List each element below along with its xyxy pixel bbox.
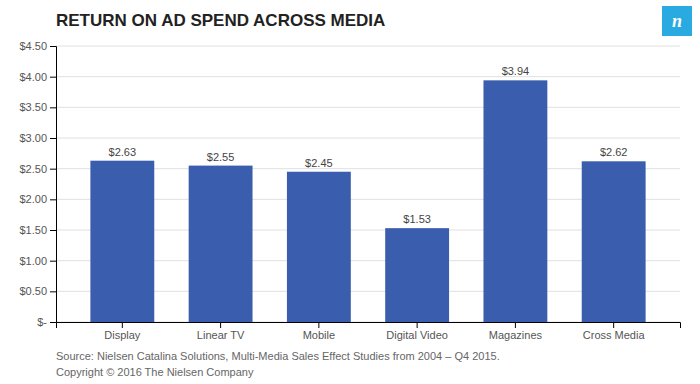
x-tick: Digital Video xyxy=(386,322,448,341)
source-note: Source: Nielsen Catalina Solutions, Mult… xyxy=(56,350,500,362)
tick-label: Magazines xyxy=(489,329,543,341)
tick-label: $4.00 xyxy=(19,71,47,83)
tick-mark xyxy=(50,107,56,108)
y-tick: $3.50 xyxy=(19,101,56,113)
tick-label: $0.50 xyxy=(19,285,47,297)
bar xyxy=(385,228,449,322)
tick-mark xyxy=(50,77,56,78)
tick-mark xyxy=(50,230,56,231)
tick-mark xyxy=(220,322,221,328)
tick-label: Mobile xyxy=(303,329,335,341)
y-axis: $- $0.50 $1.00 $1.50 $2.00 $2.50 $3.00 $3.50 $4.… xyxy=(19,40,56,328)
tick-label: $1.50 xyxy=(19,224,47,236)
bar xyxy=(582,161,646,322)
data-label: $1.53 xyxy=(403,213,431,225)
axis-domain xyxy=(57,323,681,329)
y-tick: $1.50 xyxy=(19,224,56,236)
x-tick: Magazines xyxy=(489,322,543,341)
tick-mark xyxy=(417,322,418,328)
y-tick: $2.50 xyxy=(19,163,56,175)
tick-mark xyxy=(515,322,516,328)
tick-mark xyxy=(50,261,56,262)
grid xyxy=(56,46,680,322)
tick-label: $1.00 xyxy=(19,255,47,267)
tick-label: $- xyxy=(37,316,47,328)
tick-mark xyxy=(122,322,123,328)
tick-label: $3.50 xyxy=(19,101,47,113)
grid-line xyxy=(56,107,680,108)
tick-mark xyxy=(50,291,56,292)
data-label: $2.55 xyxy=(207,151,235,163)
tick-mark xyxy=(50,322,56,323)
tick-label: Linear TV xyxy=(197,329,245,341)
bar xyxy=(189,166,253,322)
y-tick: $3.00 xyxy=(19,132,56,144)
x-tick: Mobile xyxy=(303,322,335,341)
x-tick: Cross Media xyxy=(583,322,646,341)
data-label: $2.63 xyxy=(109,146,137,158)
chart: $- $0.50 $1.00 $1.50 $2.00 $2.50 $3.00 $3.50 $4.… xyxy=(0,0,700,384)
tick-mark xyxy=(50,138,56,139)
tick-mark xyxy=(50,46,56,47)
title: RETURN ON AD SPEND ACROSS MEDIA xyxy=(56,11,385,30)
bar xyxy=(90,161,154,322)
grid-line xyxy=(56,46,680,47)
data-labels: $2.63 $2.55 $2.45 $1.53 $3.94 $2.62 xyxy=(109,65,628,225)
y-tick: $4.00 xyxy=(19,71,56,83)
tick-label: Cross Media xyxy=(583,329,646,341)
y-tick: $2.00 xyxy=(19,193,56,205)
tick-mark xyxy=(50,169,56,170)
x-tick: Linear TV xyxy=(197,322,245,341)
tick-label: $3.00 xyxy=(19,132,47,144)
x-tick: Display xyxy=(104,322,141,341)
logo-box xyxy=(662,6,692,36)
x-axis: Display Linear TV Mobile Digital Video Magaz… xyxy=(57,322,681,341)
bar xyxy=(483,80,547,322)
bar xyxy=(287,172,351,322)
logo-text: n xyxy=(672,11,682,31)
data-label: $2.45 xyxy=(305,157,333,169)
data-label: $3.94 xyxy=(502,65,530,77)
tick-label: $2.00 xyxy=(19,193,47,205)
axis-domain xyxy=(50,47,57,323)
plot: $- $0.50 $1.00 $1.50 $2.00 $2.50 $3.00 $3.50 $4.… xyxy=(19,40,680,341)
grid-line xyxy=(56,138,680,139)
tick-label: Display xyxy=(104,329,141,341)
tick-mark xyxy=(318,322,319,328)
y-tick: $- xyxy=(37,316,56,328)
tick-label: Digital Video xyxy=(386,329,448,341)
grid-line xyxy=(56,76,680,77)
tick-label: $2.50 xyxy=(19,163,47,175)
data-label: $2.62 xyxy=(600,146,628,158)
copyright-note: Copyright © 2016 The Nielsen Company xyxy=(56,366,254,378)
tick-mark xyxy=(50,199,56,200)
y-tick: $1.00 xyxy=(19,255,56,267)
tick-label: $4.50 xyxy=(19,40,47,52)
y-tick: $0.50 xyxy=(19,285,56,297)
bars xyxy=(90,80,645,322)
tick-mark xyxy=(613,322,614,328)
y-tick: $4.50 xyxy=(19,40,56,52)
